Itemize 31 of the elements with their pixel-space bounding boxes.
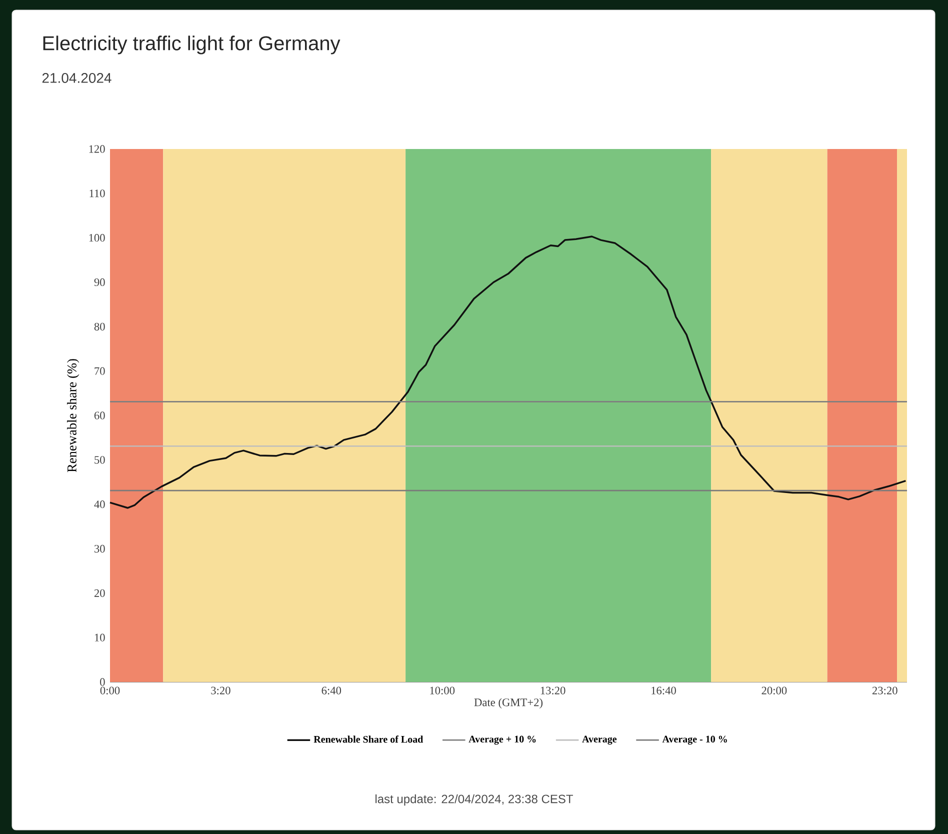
y-tick-label: 20 xyxy=(94,589,105,597)
legend-label: Average xyxy=(582,736,617,745)
y-tick-label: 30 xyxy=(94,544,105,553)
y-axis-title: Renewable share (%) xyxy=(67,359,80,472)
line-series xyxy=(109,236,907,509)
legend-label: Average + 10 % xyxy=(468,736,536,745)
x-tick-label: 20:00 xyxy=(762,686,787,694)
chart-title: Electricity traffic light for Germany xyxy=(43,36,340,54)
y-tick-label: 100 xyxy=(89,234,105,242)
chart-subtitle: 21.04.2024 xyxy=(42,73,112,83)
y-tick-label: 110 xyxy=(90,190,105,198)
x-tick-label: 6:40 xyxy=(322,686,342,694)
x-tick-label: 13:20 xyxy=(540,686,566,694)
y-tick-label: 70 xyxy=(94,367,105,375)
x-axis-title: Date (GMT+2) xyxy=(474,698,543,708)
y-tick-label: 80 xyxy=(94,322,105,330)
y-tick-label: 40 xyxy=(94,500,105,508)
y-tick-label: 90 xyxy=(94,278,105,286)
x-tick-label: 0:00 xyxy=(100,686,120,694)
x-tick-label: 10:00 xyxy=(430,686,455,694)
text: last update: 22/04/2024, 23:38 CEST xyxy=(376,794,573,806)
legend-label: Average - 10 % xyxy=(662,736,727,745)
y-tick-label: 60 xyxy=(94,412,105,420)
x-tick-label: 16:40 xyxy=(652,686,676,694)
x-tick-label: 3:20 xyxy=(211,686,230,694)
y-tick-label: 0 xyxy=(100,678,105,686)
y-tick-label: 120 xyxy=(89,145,105,153)
y-tick-label: 50 xyxy=(94,456,105,464)
x-tick-label: 23:20 xyxy=(872,686,898,694)
y-tick-label: 10 xyxy=(94,634,105,642)
legend-label: Renewable Share of Load xyxy=(314,736,424,743)
